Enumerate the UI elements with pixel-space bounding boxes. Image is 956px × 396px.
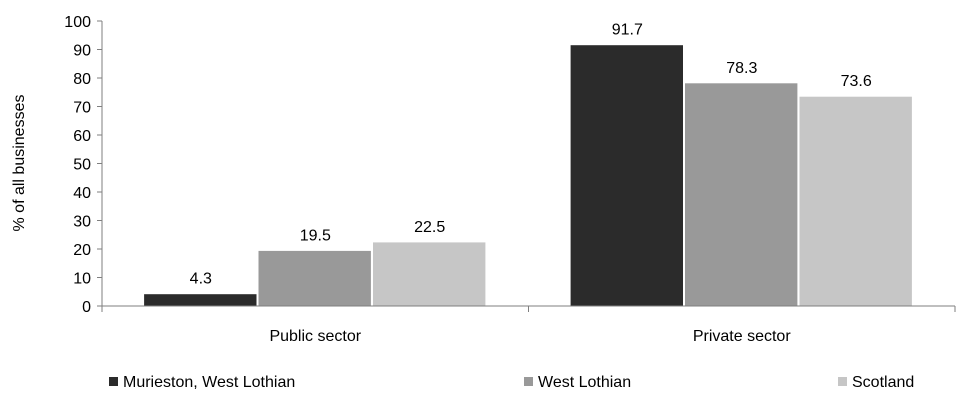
y-tick-label: 0 (82, 299, 91, 316)
bars: 4.3 19.5 22.5 91.7 78.3 73.6 (143, 22, 913, 307)
legend-label: Murieston, West Lothian (123, 374, 295, 391)
x-category-label: Private sector (693, 328, 791, 345)
bar (684, 82, 799, 307)
y-tick-label: 10 (73, 271, 91, 288)
y-tick-label: 90 (73, 43, 91, 60)
legend: Murieston, West Lothian West Lothian Scotl… (109, 374, 914, 391)
x-category-label: Public sector (269, 328, 361, 345)
data-label: 91.7 (612, 22, 643, 39)
x-axis: Public sector Private sector (101, 305, 956, 345)
data-label: 19.5 (300, 227, 331, 244)
y-tick-label: 70 (73, 100, 91, 117)
bar (143, 293, 258, 307)
bar (569, 44, 684, 307)
legend-label: Scotland (852, 374, 914, 391)
data-label: 4.3 (190, 271, 212, 288)
y-axis: 0 10 20 30 40 50 60 70 80 90 100 (64, 14, 103, 316)
bar (372, 241, 487, 307)
y-tick-label: 20 (73, 242, 91, 259)
bar (798, 95, 913, 307)
data-label: 78.3 (726, 60, 757, 77)
legend-swatch (524, 377, 533, 386)
y-tick-label: 80 (73, 71, 91, 88)
y-tick-label: 100 (64, 14, 91, 31)
y-tick-label: 30 (73, 214, 91, 231)
y-tick-label: 40 (73, 185, 91, 202)
y-tick-label: 50 (73, 157, 91, 174)
legend-swatch (109, 377, 118, 386)
y-axis-label: % of all businesses (11, 95, 28, 232)
legend-swatch (838, 377, 847, 386)
data-label: 22.5 (414, 219, 445, 236)
bar (257, 249, 372, 307)
data-label: 73.6 (841, 73, 872, 90)
legend-label: West Lothian (538, 374, 631, 391)
y-tick-label: 60 (73, 128, 91, 145)
